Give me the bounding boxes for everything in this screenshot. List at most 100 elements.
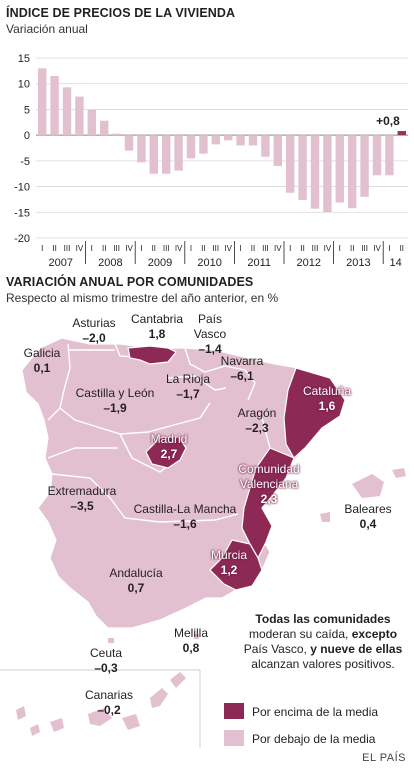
bar bbox=[149, 135, 159, 174]
x-tick-label: I bbox=[239, 244, 241, 253]
valencia-shape bbox=[241, 447, 295, 560]
x-tick-label: III bbox=[64, 244, 71, 253]
label-murcia: Murcia 1,2 bbox=[210, 548, 247, 577]
x-tick-label: III bbox=[312, 244, 319, 253]
cataluna-shape bbox=[283, 367, 346, 459]
year-label: 14 bbox=[389, 257, 401, 269]
source-credit: EL PAÍS bbox=[362, 752, 406, 764]
bar bbox=[285, 135, 295, 193]
year-label: 2012 bbox=[297, 257, 321, 269]
canarias-island-3 bbox=[50, 718, 64, 732]
x-tick-label: IV bbox=[76, 244, 84, 253]
baleares-shape bbox=[352, 474, 384, 498]
bar bbox=[75, 96, 84, 136]
bar bbox=[174, 135, 183, 171]
bar bbox=[161, 135, 171, 174]
label-extremadura: Extremadura –3,5 bbox=[47, 484, 117, 513]
legend-below-swatch bbox=[224, 730, 244, 746]
bar bbox=[37, 68, 47, 136]
canarias-island-6 bbox=[150, 688, 168, 708]
label-ceuta: Ceuta –0,3 bbox=[89, 646, 123, 675]
label-cantabria: Cantabria 1,8 bbox=[130, 312, 184, 341]
legend-above-label: Por encima de la media bbox=[252, 705, 379, 719]
year-label: 2011 bbox=[247, 257, 271, 269]
label-castilla-leon: Castilla y León –1,9 bbox=[75, 386, 155, 415]
chart-title: ÍNDICE DE PRECIOS DE LA VIVIENDA bbox=[6, 6, 236, 20]
y-tick-label: 0 bbox=[24, 130, 30, 142]
year-label: 2008 bbox=[98, 257, 122, 269]
bar bbox=[99, 120, 109, 136]
bar bbox=[385, 135, 394, 176]
x-tick-label: III bbox=[212, 244, 219, 253]
legend-above-swatch bbox=[224, 703, 244, 719]
canarias-island-7 bbox=[170, 672, 186, 688]
x-tick-label: I bbox=[41, 244, 43, 253]
label-navarra: Navarra –6,1 bbox=[220, 354, 264, 383]
bar bbox=[298, 135, 307, 200]
label-andalucia: Andalucía 0,7 bbox=[109, 566, 163, 595]
bar bbox=[236, 135, 245, 146]
bar bbox=[310, 135, 320, 209]
bar bbox=[50, 76, 59, 136]
x-tick-label: II bbox=[350, 244, 354, 253]
x-tick-label: IV bbox=[324, 244, 332, 253]
legend-below-label: Por debajo de la media bbox=[252, 732, 376, 746]
bar bbox=[223, 135, 233, 141]
region-borders bbox=[47, 343, 277, 523]
label-pais-vasco: País Vasco –1,4 bbox=[193, 312, 227, 356]
x-tick-label: III bbox=[113, 244, 120, 253]
bar bbox=[112, 133, 121, 136]
label-asturias: Asturias –2,0 bbox=[72, 316, 116, 345]
ceuta-shape bbox=[108, 638, 114, 643]
bar bbox=[137, 135, 146, 163]
x-tick-label: III bbox=[262, 244, 269, 253]
madrid-shape bbox=[145, 435, 187, 469]
baleares-menorca-shape bbox=[392, 468, 406, 478]
y-tick-label: -10 bbox=[14, 182, 30, 194]
bar bbox=[124, 135, 134, 151]
x-tick-label: III bbox=[163, 244, 170, 253]
y-tick-label: 10 bbox=[18, 79, 30, 91]
x-tick-label: I bbox=[91, 244, 93, 253]
x-tick-label: IV bbox=[274, 244, 282, 253]
x-tick-label: III bbox=[361, 244, 368, 253]
x-tick-label: IV bbox=[125, 244, 133, 253]
x-tick-label: II bbox=[52, 244, 56, 253]
label-baleares: Baleares 0,4 bbox=[344, 502, 392, 531]
label-melilla: Melilla 0,8 bbox=[173, 626, 208, 655]
label-valencia: Comunidad Valenciana 2,3 bbox=[238, 462, 300, 506]
bar bbox=[87, 109, 97, 136]
x-tick-label: II bbox=[102, 244, 106, 253]
melilla-shape bbox=[194, 634, 199, 639]
label-la-rioja: La Rioja –1,7 bbox=[165, 372, 211, 401]
canarias-island-1 bbox=[16, 706, 26, 720]
canarias-island-4 bbox=[88, 708, 112, 726]
label-galicia: Galicia 0,1 bbox=[23, 346, 61, 375]
bar bbox=[273, 135, 283, 166]
bar bbox=[261, 135, 270, 157]
y-tick-label: 5 bbox=[24, 104, 30, 116]
x-tick-label: II bbox=[201, 244, 205, 253]
x-tick-label: I bbox=[388, 244, 390, 253]
bar-annotation: +0,8 bbox=[376, 114, 400, 128]
x-tick-label: I bbox=[190, 244, 192, 253]
x-tick-label: II bbox=[152, 244, 156, 253]
label-castilla-la-mancha: Castilla-La Mancha –1,6 bbox=[133, 502, 237, 531]
x-tick-label: II bbox=[300, 244, 304, 253]
y-tick-label: 15 bbox=[18, 53, 30, 65]
x-tick-label: I bbox=[289, 244, 291, 253]
map-subtitle: Respecto al mismo trimestre del año ante… bbox=[6, 291, 279, 305]
y-tick-label: -15 bbox=[14, 207, 30, 219]
label-cataluna: Cataluña 1,6 bbox=[302, 384, 352, 413]
year-label: 2009 bbox=[148, 257, 172, 269]
year-label: 2013 bbox=[346, 257, 370, 269]
label-madrid: Madrid 2,7 bbox=[150, 432, 188, 461]
bar bbox=[248, 135, 258, 146]
bar bbox=[323, 135, 332, 213]
chart-subtitle: Variación anual bbox=[6, 22, 88, 36]
year-label: 2010 bbox=[197, 257, 221, 269]
x-tick-label: I bbox=[339, 244, 341, 253]
baleares-ibiza-shape bbox=[320, 512, 330, 522]
spain-map bbox=[0, 337, 406, 748]
